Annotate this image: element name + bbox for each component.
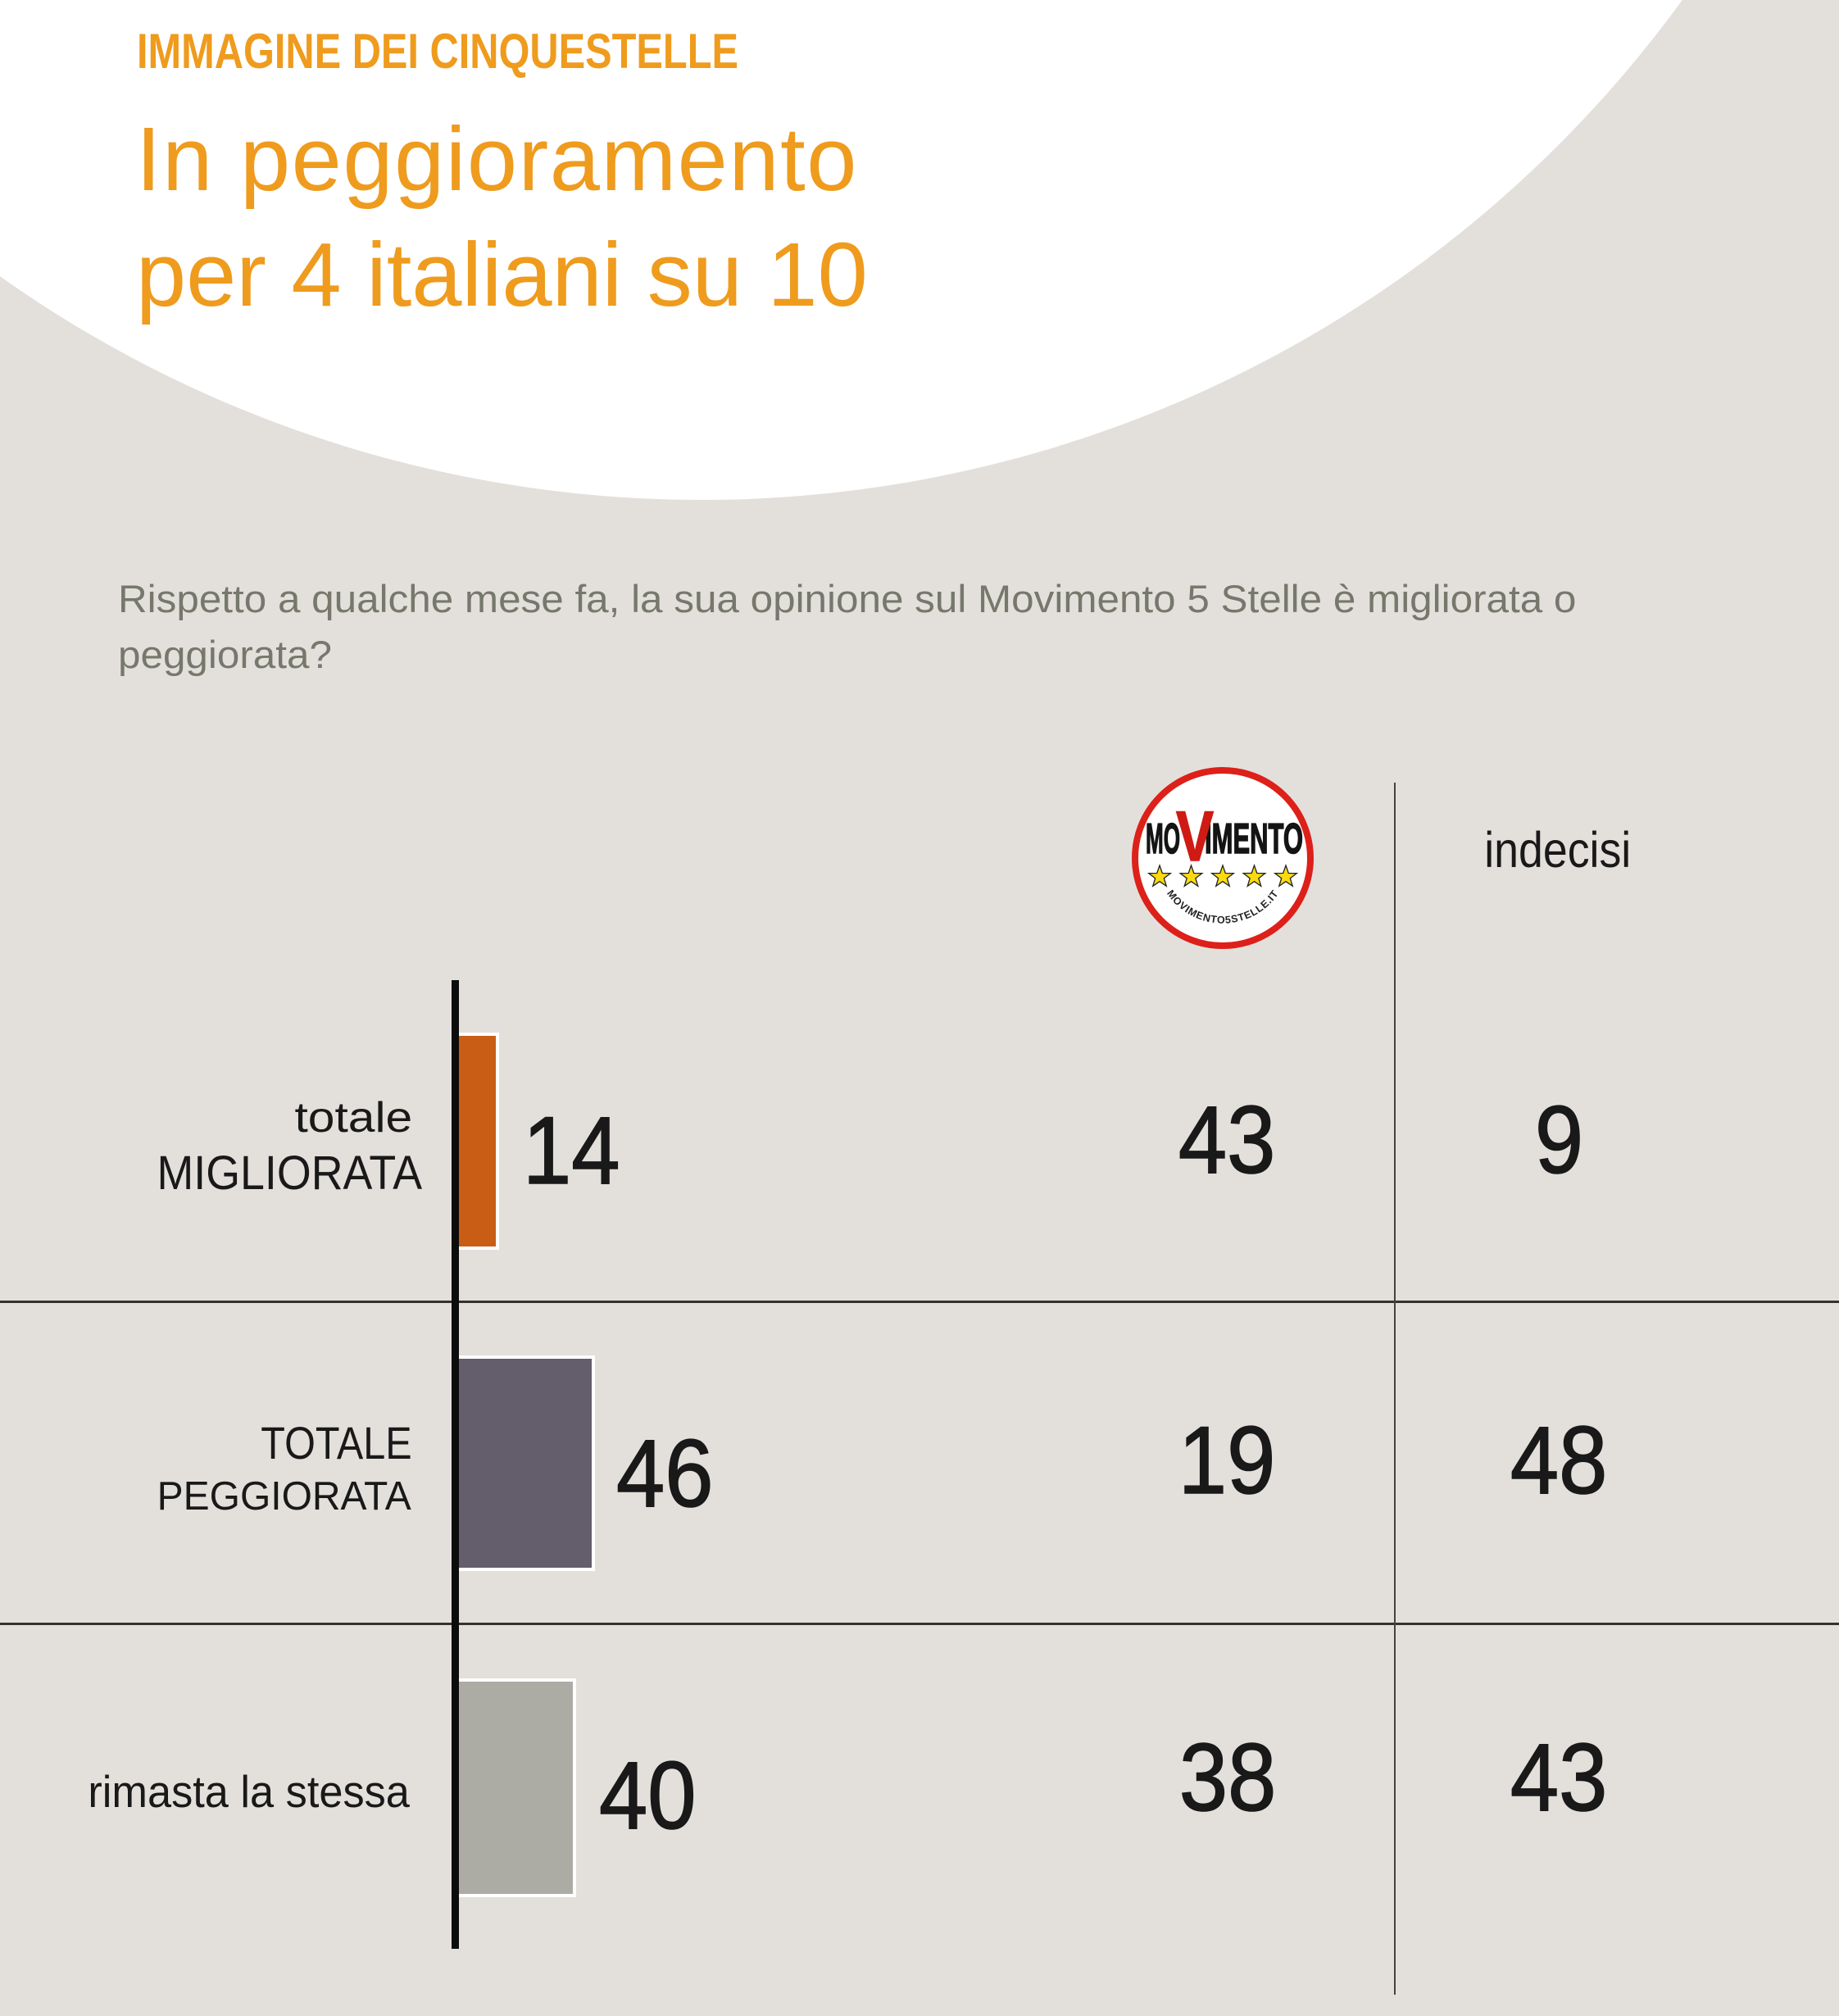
svg-text:V: V: [1176, 797, 1214, 876]
svg-text:IMENTO: IMENTO: [1205, 815, 1303, 863]
svg-text:MO: MO: [1146, 815, 1180, 863]
